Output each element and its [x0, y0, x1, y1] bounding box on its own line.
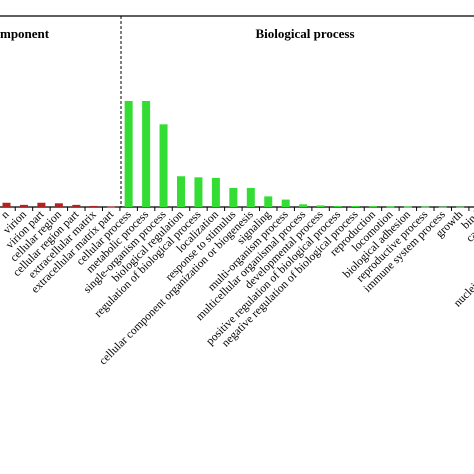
bar-cell-part: [2, 202, 11, 207]
bar-localization: [211, 177, 220, 207]
bar-extracellular-region-part: [72, 204, 81, 207]
bar-virion: [19, 204, 28, 207]
panel-title-cellular-component: mponent: [0, 26, 50, 41]
bar-cellular-component-organization-or-biogenesis: [246, 187, 255, 207]
bar-single-organism-process: [159, 124, 168, 207]
bar-signaling: [264, 196, 273, 207]
ticks-group: [14, 207, 470, 211]
bar-reproduction: [368, 206, 377, 208]
bar-multi-organism-process: [281, 199, 290, 207]
bar-biological-regulation: [177, 176, 185, 207]
bar-cellular-process: [124, 101, 133, 207]
bar-extracellular-matrix-part: [107, 206, 116, 208]
bar-biological-adhesion: [403, 206, 412, 208]
bar-developmental-process: [316, 205, 325, 207]
bar-virion-part: [37, 202, 46, 207]
bar-extracellular-matrix: [89, 205, 98, 207]
x-tick-label-cell-part: n: [0, 208, 12, 221]
bar-negative-regulation-of-biological-process: [351, 205, 360, 207]
bar-reproductive-process: [421, 206, 430, 208]
panel-title-biological-process: Biological process: [255, 26, 354, 41]
bars-group: [2, 101, 465, 208]
bar-multicellular-organismal-process: [299, 204, 308, 207]
bar-metabolic-process: [142, 101, 151, 207]
bar-positive-regulation-of-biological-process: [334, 205, 343, 207]
bar-locomotion: [386, 206, 395, 208]
bar-regulation-of-biological-process: [194, 177, 203, 207]
bar-extracellular-region: [54, 203, 63, 207]
bar-immune-system-process: [438, 206, 447, 208]
bar-growth: [456, 206, 465, 208]
bar-response-to-stimulus: [229, 187, 238, 207]
